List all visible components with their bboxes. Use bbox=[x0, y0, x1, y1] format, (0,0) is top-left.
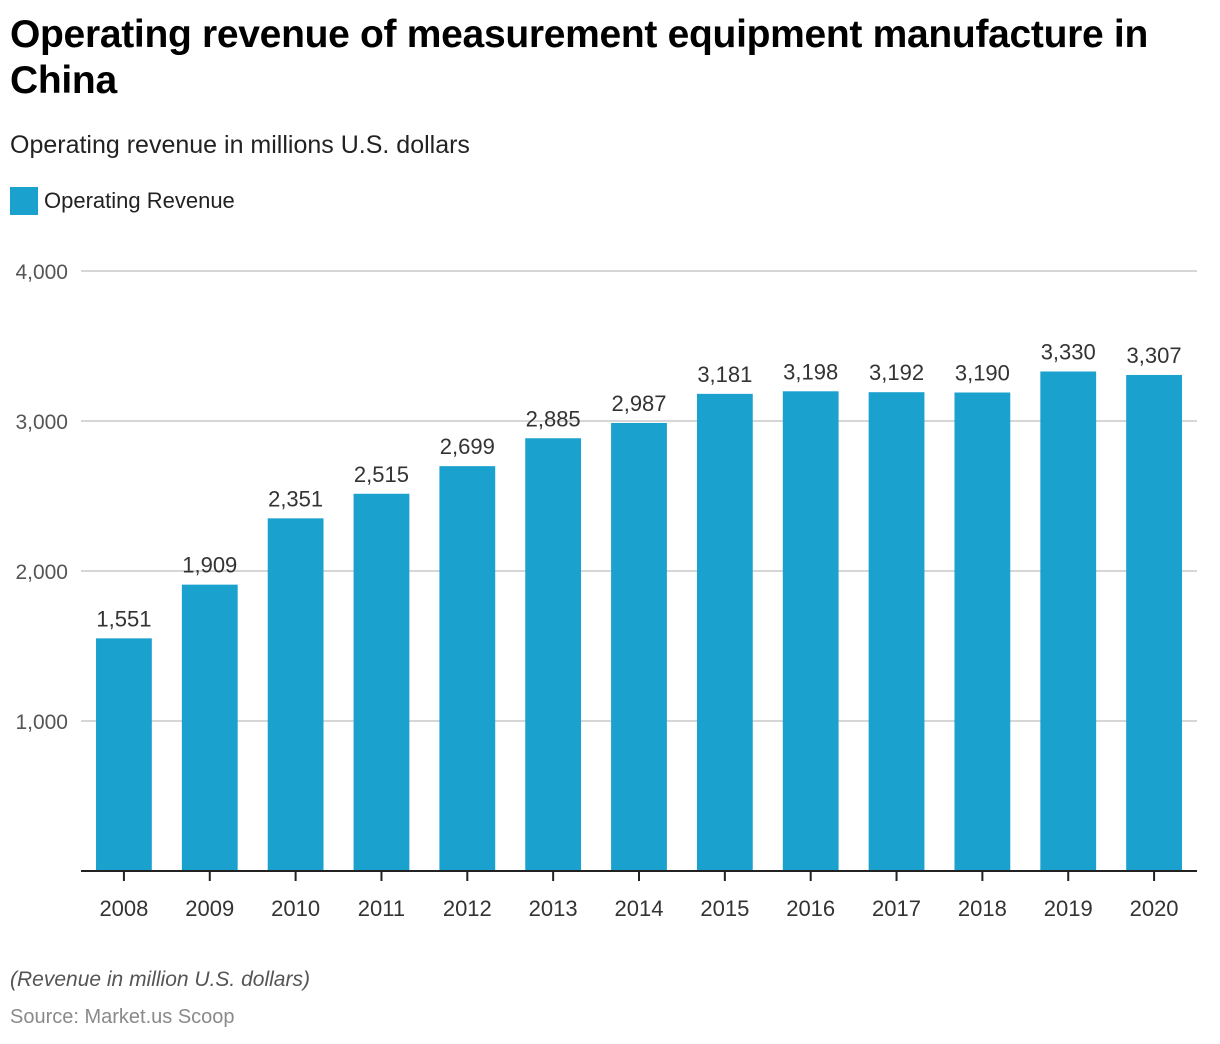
data-label-2011: 2,515 bbox=[354, 462, 409, 487]
x-tick-label: 2010 bbox=[271, 896, 320, 921]
bar-2012 bbox=[439, 466, 496, 871]
data-label-2009: 1,909 bbox=[182, 553, 237, 578]
chart-title: Operating revenue of measurement equipme… bbox=[10, 13, 1148, 102]
bar-2011 bbox=[353, 493, 410, 871]
chart-subtitle: Operating revenue in millions U.S. dolla… bbox=[10, 131, 470, 159]
chart-source: Source: Market.us Scoop bbox=[10, 1006, 235, 1028]
bar-2020 bbox=[1126, 374, 1182, 871]
x-tick-label: 2011 bbox=[358, 896, 405, 921]
bar-2008 bbox=[96, 638, 152, 871]
legend-label: Operating Revenue bbox=[44, 188, 235, 213]
data-label-2010: 2,351 bbox=[268, 486, 323, 511]
bar-2009 bbox=[181, 584, 238, 871]
bar-2015 bbox=[696, 393, 753, 871]
data-label-2017: 3,192 bbox=[869, 360, 924, 385]
chart-note: (Revenue in million U.S. dollars) bbox=[10, 968, 310, 991]
x-tick-label: 2008 bbox=[99, 896, 148, 921]
y-tick-label: 3,000 bbox=[15, 411, 68, 434]
x-tick-label: 2016 bbox=[786, 896, 835, 921]
data-label-2012: 2,699 bbox=[440, 434, 495, 459]
bar-2017 bbox=[868, 392, 925, 871]
bar-2013 bbox=[525, 438, 582, 871]
x-tick-label: 2018 bbox=[958, 896, 1007, 921]
x-tick-label: 2013 bbox=[529, 896, 578, 921]
data-label-2019: 3,330 bbox=[1041, 340, 1096, 365]
x-axis: 2008 2009 2010 2011 2012 2013 2014 2015 2016 2017… bbox=[81, 870, 1197, 921]
bar-chart: 1,000 2,000 3,000 4,000 1,551 1,909 2,351 2,51… bbox=[15, 261, 1197, 921]
x-tick-label: 2019 bbox=[1044, 896, 1093, 921]
legend-swatch bbox=[10, 187, 38, 215]
bar-2010 bbox=[267, 518, 324, 871]
bar-2019 bbox=[1040, 371, 1097, 871]
x-tick-label: 2015 bbox=[700, 896, 749, 921]
data-label-2013: 2,885 bbox=[526, 406, 581, 431]
y-axis: 1,000 2,000 3,000 4,000 bbox=[15, 261, 68, 734]
data-label-2020: 3,307 bbox=[1127, 343, 1182, 368]
bar-2016 bbox=[782, 391, 839, 871]
bars bbox=[96, 371, 1182, 871]
y-tick-label: 2,000 bbox=[15, 561, 68, 584]
legend: Operating Revenue bbox=[10, 187, 235, 215]
x-tick-label: 2020 bbox=[1130, 896, 1179, 921]
data-label-2018: 3,190 bbox=[955, 361, 1010, 386]
x-tick-label: 2017 bbox=[872, 896, 921, 921]
data-labels: 1,551 1,909 2,351 2,515 2,699 2,885 2,987 3,181… bbox=[96, 340, 1181, 632]
x-tick-label: 2009 bbox=[185, 896, 234, 921]
y-tick-label: 4,000 bbox=[15, 261, 68, 284]
data-label-2016: 3,198 bbox=[783, 359, 838, 384]
bar-2018 bbox=[954, 392, 1011, 871]
bar-2014 bbox=[611, 422, 667, 871]
data-label-2015: 3,181 bbox=[697, 362, 752, 387]
y-tick-label: 1,000 bbox=[15, 711, 68, 734]
data-label-2014: 2,987 bbox=[611, 391, 666, 416]
x-tick-label: 2014 bbox=[615, 896, 664, 921]
x-tick-label: 2012 bbox=[443, 896, 492, 921]
data-label-2008: 1,551 bbox=[96, 606, 151, 631]
